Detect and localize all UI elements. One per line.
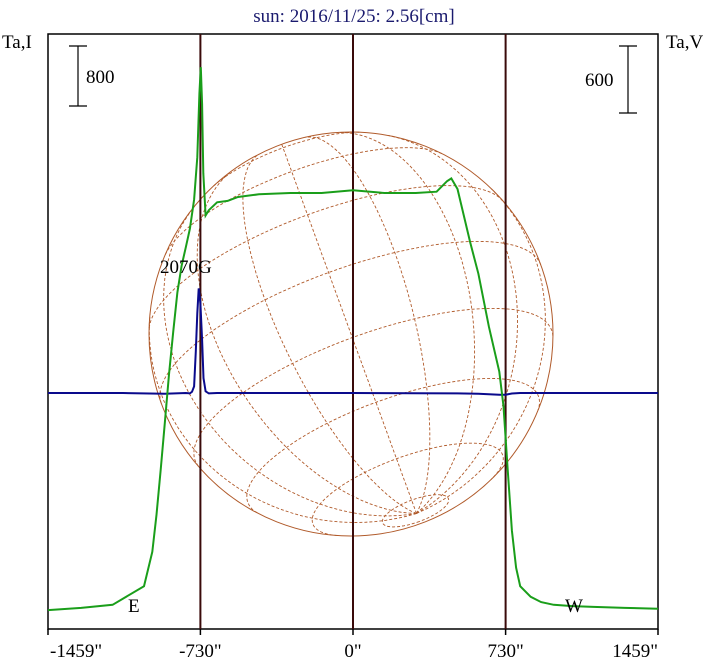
annotation-2070g: 2070G	[160, 257, 212, 278]
right-scale-bar-value: 600	[585, 70, 614, 91]
meridian-line	[196, 172, 417, 514]
parallel-line	[246, 377, 540, 514]
parallel-line	[164, 147, 442, 255]
x-tick-label: -730"	[179, 641, 222, 662]
limb-label-west: W	[565, 596, 583, 617]
meridian-line	[340, 132, 476, 514]
parallel-line	[148, 185, 502, 328]
left-scale-bar: 800	[69, 45, 115, 107]
parallel-line	[311, 442, 504, 537]
meridian-line	[281, 144, 417, 514]
parallel-line	[213, 131, 361, 187]
series-line-ta-i	[47, 67, 659, 612]
left-scale-bar-value: 800	[86, 67, 115, 88]
x-tick-label: -1459"	[50, 641, 102, 662]
x-axis-ticks: -1459" -730" 0" 730" 1459"	[47, 629, 659, 662]
meridian-line	[416, 188, 546, 514]
meridian-line	[163, 205, 417, 517]
parallel-line	[381, 494, 450, 528]
right-axis-label: Ta,V	[666, 32, 703, 53]
left-axis-label: Ta,I	[2, 32, 32, 53]
x-tick-label: 1459"	[612, 641, 658, 662]
reference-lines	[199, 34, 507, 629]
series-group	[47, 67, 659, 612]
sun-disk-grid	[148, 131, 554, 537]
limb-label-east: E	[128, 596, 140, 617]
meridian-line	[387, 134, 518, 514]
meridian-line	[148, 313, 417, 523]
parallel-line	[193, 307, 554, 467]
x-tick-label: 0"	[344, 641, 361, 662]
right-scale-bar: 600	[585, 45, 637, 114]
chart-title: sun: 2016/11/25: 2.56[cm]	[253, 6, 454, 27]
meridian-line	[242, 153, 417, 514]
x-tick-label: 730"	[487, 641, 523, 662]
series-line-ta-v	[48, 288, 658, 396]
meridian-line	[305, 136, 431, 514]
